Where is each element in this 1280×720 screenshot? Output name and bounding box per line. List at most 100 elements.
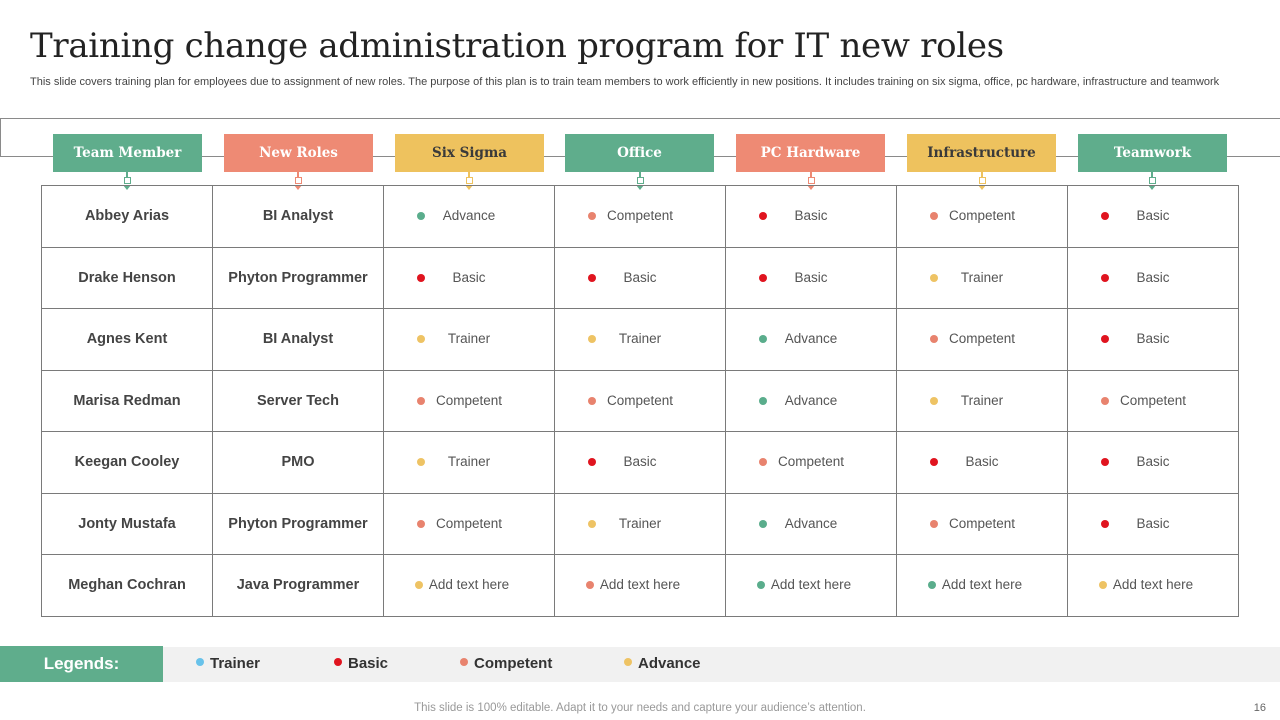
skill-cell: Competent <box>554 185 726 248</box>
skill-cell: Basic <box>1067 246 1239 309</box>
member-name-cell: Drake Henson <box>41 246 213 309</box>
skill-level: Trainer <box>555 514 725 534</box>
skill-level-label: Trainer <box>618 515 662 531</box>
skill-level-label: Basic <box>794 269 828 285</box>
skill-level: Competent <box>1068 391 1238 411</box>
skill-level-label: Basic <box>623 454 657 470</box>
skill-level-label: Trainer <box>618 331 662 347</box>
skill-level: Basic <box>897 452 1067 472</box>
level-dot-icon <box>588 519 596 528</box>
skill-cell: Advance <box>725 492 897 555</box>
table-row: Jonty Mustafa Phyton Programmer Competent T… <box>41 492 1239 555</box>
role-cell: BI Analyst <box>212 308 384 371</box>
skill-level-label: Competent <box>435 392 503 408</box>
level-dot-icon <box>417 212 425 221</box>
level-dot-icon <box>417 273 425 282</box>
skill-level-label: Trainer <box>447 331 491 347</box>
role-cell: BI Analyst <box>212 185 384 248</box>
table-row: Agnes Kent BI Analyst Trainer Trainer Advanc… <box>41 308 1239 371</box>
skill-cell: Basic <box>725 246 897 309</box>
skill-level-label: Basic <box>1136 454 1170 470</box>
level-dot-icon <box>930 458 938 467</box>
header-connector-line <box>468 172 470 178</box>
legend-dot-icon <box>334 658 342 666</box>
header-connector-line <box>297 172 299 178</box>
legend-dot-icon <box>624 658 632 666</box>
table-row: Marisa Redman Server Tech Competent Compete… <box>41 369 1239 432</box>
skill-level-label: Competent <box>948 515 1016 531</box>
member-name-cell: Marisa Redman <box>41 369 213 432</box>
legend-item: Competent <box>460 655 552 673</box>
skill-cell: Trainer <box>383 308 555 371</box>
skill-level: Add text here <box>726 575 896 595</box>
skill-cell: Trainer <box>554 492 726 555</box>
level-dot-icon <box>588 273 596 282</box>
skill-cell: Competent <box>896 185 1068 248</box>
skill-level-label: Basic <box>1136 208 1170 224</box>
role-cell: Java Programmer <box>212 554 384 617</box>
legend-label: Basic <box>348 655 389 672</box>
skill-level-label: Competent <box>948 208 1016 224</box>
level-dot-icon <box>1101 335 1109 344</box>
skill-level-label: Basic <box>794 208 828 224</box>
skill-level-label: Advance <box>784 331 838 347</box>
skill-cell: Trainer <box>896 246 1068 309</box>
skill-level-label: Competent <box>948 331 1016 347</box>
skill-level-label: Basic <box>623 269 657 285</box>
legend-item: Advance <box>624 655 701 673</box>
skill-cell: Add text here <box>383 554 555 617</box>
skill-level: Trainer <box>555 329 725 349</box>
level-dot-icon <box>930 519 938 528</box>
skill-level-label: Basic <box>1136 269 1170 285</box>
skill-cell: Add text here <box>1067 554 1239 617</box>
skill-level: Basic <box>384 268 554 288</box>
column-header: Office <box>565 134 714 172</box>
skill-level: Competent <box>897 206 1067 226</box>
skill-cell: Basic <box>896 431 1068 494</box>
slide-subtitle: This slide covers training plan for empl… <box>30 76 1220 88</box>
training-table: Abbey Arias BI Analyst Advance Competent Bas… <box>41 185 1239 617</box>
skill-level-label: Add text here <box>941 577 1023 593</box>
level-dot-icon <box>1101 396 1109 405</box>
skill-cell: Basic <box>554 246 726 309</box>
column-header: Infrastructure <box>907 134 1056 172</box>
skill-level: Trainer <box>897 268 1067 288</box>
skill-level: Competent <box>384 514 554 534</box>
skill-cell: Trainer <box>896 369 1068 432</box>
skill-level: Competent <box>726 452 896 472</box>
skill-level: Competent <box>897 329 1067 349</box>
skill-level-label: Basic <box>1136 331 1170 347</box>
column-header: New Roles <box>224 134 373 172</box>
skill-level-label: Advance <box>784 392 838 408</box>
skill-level: Advance <box>726 391 896 411</box>
member-name-cell: Agnes Kent <box>41 308 213 371</box>
level-dot-icon <box>588 335 596 344</box>
skill-level-label: Add text here <box>428 577 510 593</box>
level-dot-icon <box>930 335 938 344</box>
slide-title: Training change administration program f… <box>30 26 1004 66</box>
footer-note: This slide is 100% editable. Adapt it to… <box>414 702 866 714</box>
role-cell: Server Tech <box>212 369 384 432</box>
legend-label: Trainer <box>210 655 261 672</box>
skill-cell: Basic <box>383 246 555 309</box>
header-connector-square <box>636 177 644 184</box>
skill-level: Competent <box>897 514 1067 534</box>
skill-level: Trainer <box>384 452 554 472</box>
level-dot-icon <box>1099 581 1107 590</box>
member-name-cell: Jonty Mustafa <box>41 492 213 555</box>
skill-cell: Add text here <box>725 554 897 617</box>
role-cell: PMO <box>212 431 384 494</box>
skill-cell: Advance <box>383 185 555 248</box>
level-dot-icon <box>759 458 767 467</box>
skill-cell: Basic <box>1067 492 1239 555</box>
header-connector-line <box>810 172 812 178</box>
legend-bar <box>0 647 1280 682</box>
skill-level-label: Competent <box>1119 392 1187 408</box>
skill-level: Advance <box>384 206 554 226</box>
skill-level-label: Basic <box>965 454 999 470</box>
level-dot-icon <box>588 212 596 221</box>
skill-level: Basic <box>1068 206 1238 226</box>
skill-cell: Basic <box>554 431 726 494</box>
legend-dot-icon <box>460 658 468 666</box>
role-cell: Phyton Programmer <box>212 246 384 309</box>
